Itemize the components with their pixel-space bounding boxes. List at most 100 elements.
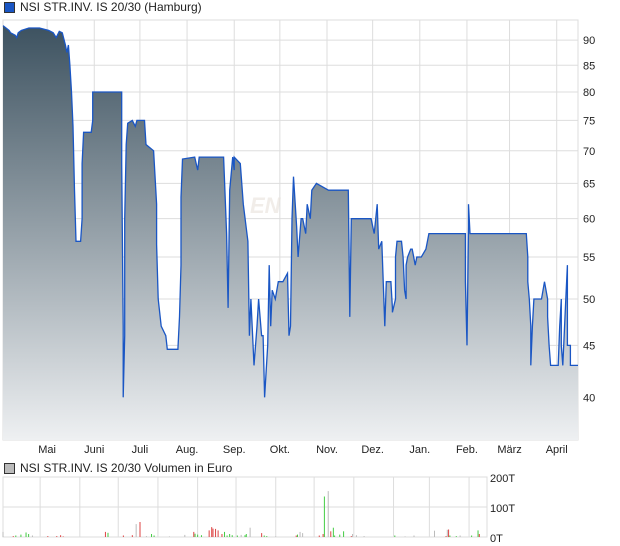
volume-bar	[107, 532, 109, 537]
x-tick-label: Juni	[84, 444, 104, 456]
y-tick-label: 45	[583, 340, 595, 352]
volume-bar	[343, 531, 345, 537]
y-tick-label: 55	[583, 252, 595, 264]
volume-bar	[323, 496, 325, 537]
x-tick-label: März	[497, 444, 521, 456]
volume-bar	[62, 536, 64, 537]
volume-bar	[212, 528, 214, 537]
x-tick-label: Mai	[38, 444, 56, 456]
volume-bar	[200, 535, 202, 537]
volume-y-tick-label: 0T	[490, 533, 503, 545]
volume-bar	[226, 535, 228, 537]
volume-bar	[12, 536, 14, 537]
volume-bar	[193, 531, 195, 537]
volume-legend-label: NSI STR.INV. IS 20/30 Volumen in Euro	[20, 461, 233, 475]
volume-y-tick-label: 200T	[490, 473, 515, 485]
volume-bar	[318, 535, 320, 537]
volume-bar	[184, 534, 186, 537]
volume-bar	[151, 534, 153, 537]
volume-bar	[215, 528, 217, 537]
volume-bar	[327, 491, 329, 537]
y-tick-label: 85	[583, 60, 595, 72]
volume-bar	[31, 535, 33, 537]
volume-bar	[47, 536, 49, 537]
volume-bar	[363, 536, 365, 537]
volume-bar	[471, 535, 473, 537]
volume-bar	[261, 533, 263, 537]
volume-bar	[135, 524, 137, 537]
y-tick-label: 80	[583, 87, 595, 99]
x-tick-label: Feb.	[456, 444, 478, 456]
volume-bar	[404, 536, 406, 537]
volume-bar	[240, 534, 242, 537]
x-tick-label: Dez.	[361, 444, 384, 456]
volume-bar	[455, 536, 457, 537]
volume-bar	[20, 534, 22, 537]
volume-bar	[249, 527, 251, 537]
x-tick-label: Jan.	[409, 444, 430, 456]
volume-bar	[2, 531, 4, 537]
volume-bar	[322, 534, 324, 537]
y-tick-label: 40	[583, 392, 595, 404]
volume-bar	[211, 527, 213, 537]
volume-bar	[197, 534, 199, 537]
x-tick-label: Aug.	[176, 444, 199, 456]
x-tick-label: Okt.	[270, 444, 290, 456]
volume-bar	[131, 535, 133, 537]
price-legend-label: NSI STR.INV. IS 20/30 (Hamburg)	[20, 0, 202, 14]
y-tick-label: 90	[583, 35, 595, 47]
x-tick-label: Sep.	[223, 444, 246, 456]
x-tick-label: Juli	[132, 444, 149, 456]
volume-bar	[122, 535, 124, 537]
volume-bar	[60, 535, 62, 537]
volume-bar	[208, 530, 210, 537]
volume-y-tick-label: 100T	[490, 503, 515, 515]
volume-bar	[244, 535, 246, 537]
y-tick-label: 65	[583, 178, 595, 190]
price-legend-swatch	[4, 1, 15, 13]
x-tick-label: Nov.	[316, 444, 338, 456]
volume-bar	[332, 527, 334, 537]
price-area-fill	[3, 25, 578, 440]
volume-bar	[478, 534, 480, 537]
y-tick-label: 60	[583, 214, 595, 226]
volume-bar	[245, 534, 247, 537]
volume-bar	[217, 530, 219, 537]
volume-bar	[352, 534, 354, 537]
volume-bar	[139, 522, 141, 537]
volume-bar	[446, 529, 448, 537]
volume-bar	[445, 536, 447, 537]
volume-bar	[334, 535, 336, 537]
volume-bar	[299, 531, 301, 537]
volume-bar	[330, 531, 332, 537]
volume-bar	[263, 535, 265, 537]
volume-bar	[350, 536, 352, 537]
volume-bar	[339, 534, 341, 537]
volume-bar	[56, 536, 58, 537]
volume-bar	[275, 536, 277, 537]
volume-bar	[434, 530, 436, 537]
volume-bar	[25, 532, 27, 537]
volume-bar	[104, 531, 106, 537]
volume-bar	[296, 534, 298, 537]
volume-bar	[236, 535, 238, 537]
y-tick-label: 50	[583, 294, 595, 306]
y-tick-label: 70	[583, 146, 595, 158]
volume-bar	[153, 535, 155, 537]
watermark: EN	[250, 193, 282, 218]
volume-bar	[231, 535, 233, 537]
volume-legend: NSI STR.INV. IS 20/30 Volumen in Euro	[4, 461, 232, 475]
volume-bar	[355, 535, 357, 537]
volume-bar	[394, 535, 396, 537]
price-legend: NSI STR.INV. IS 20/30 (Hamburg)	[4, 0, 202, 14]
volume-bar	[224, 531, 226, 537]
volume-bar	[15, 535, 17, 537]
volume-bar	[229, 534, 231, 537]
volume-bar	[194, 533, 196, 537]
volume-bar	[221, 534, 223, 537]
x-tick-label: April	[546, 444, 568, 456]
volume-bar	[295, 535, 297, 537]
volume-legend-swatch	[4, 462, 15, 474]
volume-bar	[413, 535, 415, 537]
